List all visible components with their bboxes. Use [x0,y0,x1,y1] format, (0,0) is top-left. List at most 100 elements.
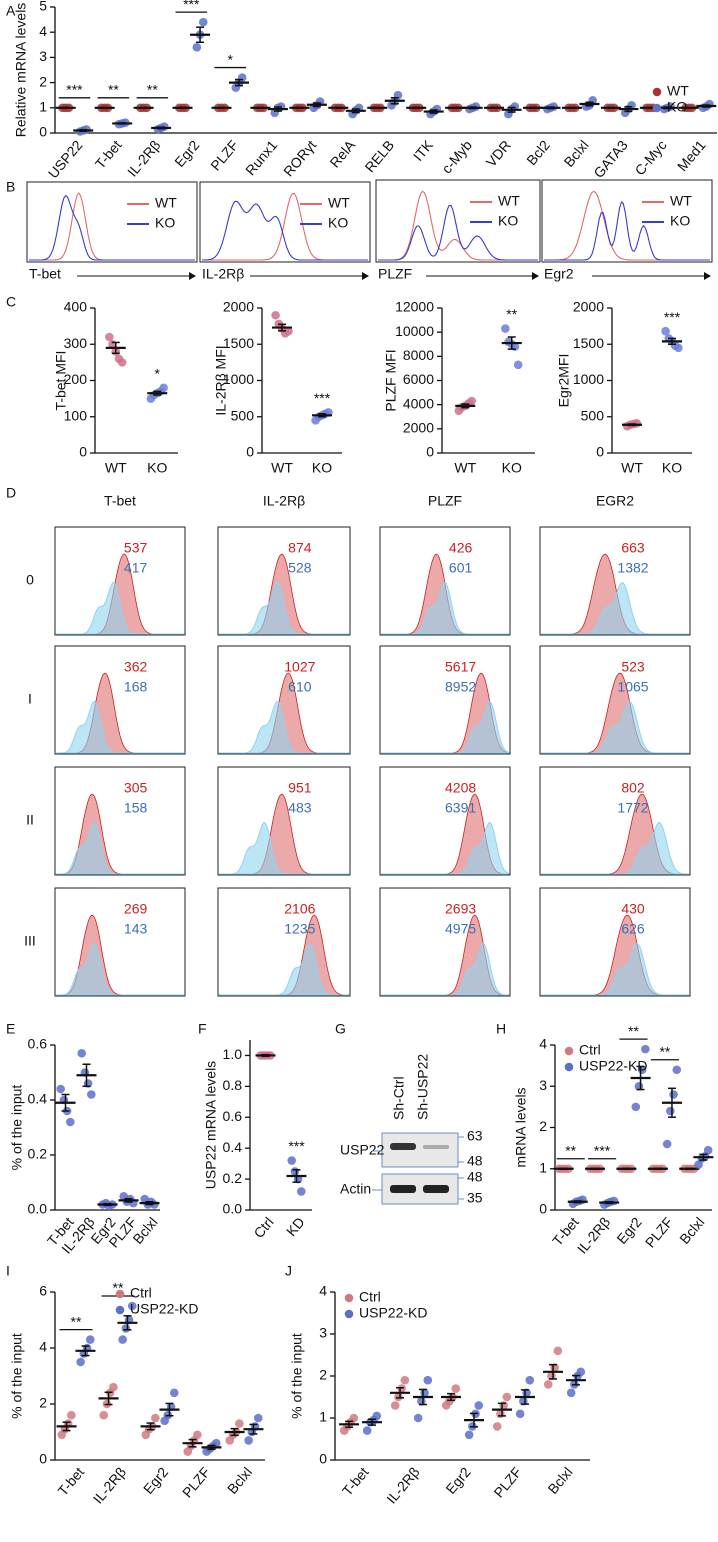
row-label: 0 [26,572,34,588]
data-point [423,1375,433,1385]
marker-label: 35 [467,1190,483,1206]
legend-label: Ctrl [579,1042,601,1058]
data-point [117,358,127,367]
y-tick-label: 0.2 [28,1146,48,1162]
significance: *** [66,82,83,98]
data-point [513,360,523,370]
data-point [127,1301,137,1311]
data-point [553,1346,563,1356]
histogram-frame [26,181,198,263]
data-point [397,1384,406,1393]
x-axis-label: Egr2 [544,266,574,282]
data-point [474,1401,484,1410]
y-axis-label: Egr2MFI [556,354,572,408]
band [423,1145,449,1149]
legend-label: Ctrl [130,1285,152,1301]
legend-label: WT [670,193,692,209]
x-tick-label: Bclxl [561,137,592,170]
mfi-value: 158 [124,800,148,816]
y-axis-label: % of the input [9,1333,25,1419]
x-tick-label: Bclxl [129,1214,160,1247]
data-point [467,396,476,406]
data-point [121,1324,131,1333]
y-tick-label: 2 [319,1367,327,1383]
data-point [109,1382,118,1392]
column-header: PLZF [428,493,462,509]
x-tick-label: PLZF [642,1214,676,1251]
panel-letter: F [198,1021,207,1037]
histogram-fill [381,822,510,875]
data-point [253,1413,263,1423]
y-tick-label: 10000 [395,323,434,339]
data-point [510,102,520,111]
band [390,1185,416,1193]
y-tick-label: 300 [64,335,88,351]
mfi-value: 610 [288,679,312,695]
significance: *** [288,1138,305,1154]
legend-label: WT [155,195,177,211]
mfi-value: 269 [124,901,148,917]
mfi-value: 523 [621,659,645,675]
y-tick-label: 1500 [223,335,254,351]
x-axis-label: PLZF [378,266,412,282]
marker-label: 48 [467,1153,483,1169]
histogram-fill [541,943,689,996]
x-tick-label: T-bet [54,1464,87,1499]
data-point [87,1090,96,1099]
y-tick-label: 2000 [573,299,604,315]
x-tick-label: Bclxl [544,1464,575,1497]
x-tick-label: WT [454,460,476,476]
mfi-value: 626 [621,921,645,937]
data-point [464,1430,474,1440]
y-tick-label: 0.4 [28,1091,48,1107]
x-tick-label: WT [105,460,127,476]
histogram-fill [56,942,184,996]
y-tick-label: 4000 [403,395,434,411]
y-tick-label: 2000 [223,299,254,315]
x-tick-label: T-bet [92,137,125,172]
data-point [99,1410,109,1420]
y-tick-label: 2 [39,1395,47,1411]
y-tick-label: 0 [246,444,254,460]
legend-swatch [115,1289,125,1299]
histogram-fill [541,700,689,754]
mfi-value: 426 [449,540,473,556]
y-tick-label: 100 [64,407,88,423]
panel-letter: J [285,1263,292,1279]
y-axis-label: % of the input [289,1333,305,1419]
y-tick-label: 3 [39,48,47,64]
x-tick-label: Bclxl [676,1214,707,1247]
y-axis-label: Relative mRNA levels [13,3,29,138]
y-tick-label: 2000 [403,420,434,436]
data-point [372,1411,382,1421]
panel-letter: E [6,1021,15,1037]
legend-label: WT [328,195,350,211]
y-tick-label: 4 [39,23,47,39]
x-tick-label: PLZF [207,137,241,174]
mfi-value: 1772 [617,800,648,816]
x-tick-label: RelA [326,137,358,171]
y-tick-label: 0.6 [223,1108,243,1124]
y-tick-label: 0.0 [223,1201,243,1217]
x-tick-label: KO [662,460,682,476]
x-tick-label: Ctrl [250,1214,276,1241]
x-tick-label: ITK [410,137,437,164]
x-tick-label: PLZF [179,1464,213,1501]
y-tick-label: 5 [39,0,47,14]
legend-swatch [115,1305,125,1315]
x-tick-label: KD [283,1214,308,1239]
x-tick-label: Runx1 [242,137,280,178]
y-tick-label: 0 [79,444,87,460]
mfi-value: 951 [288,780,312,796]
arrow-head [704,272,711,280]
data-point [394,1392,403,1402]
panel-letter: I [6,1263,10,1279]
legend-label: KO [155,215,175,231]
y-tick-label: 8000 [403,347,434,363]
mfi-value: 802 [621,780,645,796]
data-point [413,1413,423,1423]
marker-label: 63 [467,1128,483,1144]
mfi-value: 874 [288,540,312,556]
significance: ** [659,1043,670,1059]
